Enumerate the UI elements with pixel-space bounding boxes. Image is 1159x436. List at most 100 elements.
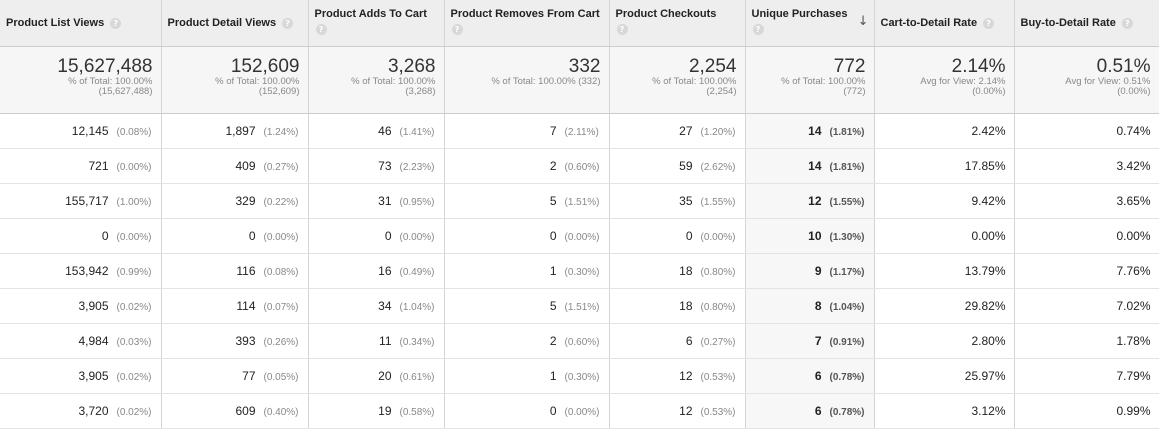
cell-percent: (0.30%)	[564, 267, 600, 278]
column-header-product-checkouts[interactable]: Product Checkouts ?	[609, 0, 746, 47]
total-cell: 772 % of Total: 100.00% (772)	[745, 46, 875, 114]
cell-value: 409	[235, 159, 256, 173]
table-row: 3,905 (0.02%) 77 (0.05%) 20 (0.61%) 1 (0.30%) 12…	[0, 358, 1159, 394]
table-cell: 3,905 (0.02%)	[0, 288, 162, 324]
table-cell: 29.82%	[874, 288, 1015, 324]
cell-percent: (1.55%)	[700, 197, 736, 208]
table-row: 3,720 (0.02%) 609 (0.40%) 19 (0.58%) 0 (0.00%) 1…	[0, 393, 1159, 429]
cell-percent: (1.20%)	[700, 127, 736, 138]
cell-percent: (0.00%)	[263, 232, 299, 243]
cell-percent: (0.27%)	[700, 337, 736, 348]
column-header-product-removes-from-cart[interactable]: Product Removes From Cart ?	[444, 0, 610, 47]
column-header-cart-to-detail-rate[interactable]: Cart-to-Detail Rate ?	[874, 0, 1015, 47]
table-cell: 7.02%	[1014, 288, 1159, 324]
cell-percent: (0.00%)	[116, 232, 152, 243]
help-icon[interactable]: ?	[752, 24, 764, 35]
column-header-product-detail-views[interactable]: Product Detail Views ?	[161, 0, 309, 47]
cell-value: 14	[808, 124, 822, 138]
cell-value: 11	[379, 334, 392, 348]
help-icon[interactable]: ?	[282, 17, 294, 29]
table-cell: 329 (0.22%)	[161, 183, 309, 219]
cell-percent: (0.40%)	[263, 407, 299, 418]
cell-value: 1,897	[225, 124, 256, 138]
total-value: 2,254	[688, 56, 737, 77]
table-cell: 27 (1.20%)	[609, 113, 746, 149]
table-cell: 19 (0.58%)	[308, 393, 445, 429]
table-row: 12,145 (0.08%) 1,897 (1.24%) 46 (1.41%) 7 (2.11…	[0, 113, 1159, 149]
column-header-buy-to-detail-rate[interactable]: Buy-to-Detail Rate ?	[1014, 0, 1159, 47]
cell-value: 0.74%	[1116, 124, 1151, 138]
cell-value: 5	[549, 194, 557, 208]
table-cell: 20 (0.61%)	[308, 358, 445, 394]
help-icon[interactable]: ?	[616, 24, 628, 35]
total-average: Avg for View: 0.51%	[1065, 76, 1151, 87]
cell-percent: (0.95%)	[399, 197, 435, 208]
total-average-delta: (0.00%)	[1117, 86, 1151, 97]
sort-descending-icon[interactable]: ↓	[857, 14, 869, 29]
cell-value: 0	[549, 229, 557, 243]
cell-percent: (1.17%)	[829, 267, 865, 278]
cell-percent: (1.51%)	[564, 302, 600, 313]
table-cell: 2.42%	[874, 113, 1015, 149]
help-icon[interactable]: ?	[315, 24, 327, 35]
cell-value: 4,984	[78, 334, 109, 348]
cell-percent: (2.11%)	[564, 127, 599, 138]
cell-value: 0	[384, 229, 392, 243]
cell-value: 609	[235, 404, 256, 418]
help-icon[interactable]: ?	[983, 17, 995, 29]
cell-percent: (0.02%)	[116, 407, 152, 418]
cell-value: 12	[679, 369, 693, 383]
table-cell: 409 (0.27%)	[161, 148, 309, 184]
table-cell: 116 (0.08%)	[161, 253, 309, 289]
table-row: 721 (0.00%) 409 (0.27%) 73 (2.23%) 2 (0.60%) 59 (…	[0, 148, 1159, 184]
table-cell: 12 (0.53%)	[609, 358, 746, 394]
cell-value: 0	[549, 404, 557, 418]
cell-percent: (0.91%)	[829, 337, 865, 348]
cell-percent: (0.00%)	[399, 232, 435, 243]
table-cell: 2.80%	[874, 323, 1015, 359]
cell-value: 329	[235, 194, 256, 208]
column-header-product-list-views[interactable]: Product List Views ?	[0, 0, 162, 47]
table-cell: 16 (0.49%)	[308, 253, 445, 289]
column-header-label: Product List Views	[6, 16, 105, 29]
cell-value: 17.85%	[964, 159, 1006, 173]
table-cell: 0 (0.00%)	[609, 218, 746, 254]
table-cell: 31 (0.95%)	[308, 183, 445, 219]
table-cell: 0.00%	[874, 218, 1015, 254]
table-cell: 153,942 (0.99%)	[0, 253, 162, 289]
help-icon[interactable]: ?	[451, 24, 463, 35]
total-percent: % of Total: 100.00%	[351, 76, 436, 87]
total-value: 772	[833, 56, 866, 77]
cell-percent: (1.04%)	[829, 302, 865, 313]
cell-value: 6	[814, 369, 822, 383]
cell-percent: (0.80%)	[700, 302, 736, 313]
table-cell: 17.85%	[874, 148, 1015, 184]
cell-percent: (1.81%)	[829, 162, 865, 173]
column-header-product-adds-to-cart[interactable]: Product Adds To Cart ?	[308, 0, 445, 47]
cell-value: 0.99%	[1116, 404, 1151, 418]
cell-value: 8	[814, 299, 822, 313]
cell-percent: (0.58%)	[399, 407, 435, 418]
cell-percent: (0.07%)	[263, 302, 299, 313]
table-cell: 0.00%	[1014, 218, 1159, 254]
help-icon[interactable]: ?	[1121, 17, 1133, 29]
cell-value: 0	[248, 229, 256, 243]
cell-value: 27	[679, 124, 693, 138]
total-value: 0.51%	[1096, 56, 1151, 77]
cell-value: 2	[549, 159, 557, 173]
table-cell: 25.97%	[874, 358, 1015, 394]
cell-percent: (1.04%)	[399, 302, 435, 313]
total-percent: % of Total: 100.00%	[215, 76, 300, 87]
table-cell: 0 (0.00%)	[444, 393, 610, 429]
help-icon[interactable]: ?	[110, 17, 122, 29]
column-header-unique-purchases[interactable]: Unique Purchases ? ↓	[745, 0, 875, 47]
cell-value: 3,720	[78, 404, 109, 418]
table-cell: 3,720 (0.02%)	[0, 393, 162, 429]
table-cell: 7 (0.91%)	[745, 323, 875, 359]
column-header-label: Product Adds To Cart	[314, 8, 427, 20]
cell-percent: (1.24%)	[263, 127, 299, 138]
cell-value: 59	[679, 159, 693, 173]
table-cell: 11 (0.34%)	[308, 323, 445, 359]
table-cell: 8 (1.04%)	[745, 288, 875, 324]
table-cell: 0.74%	[1014, 113, 1159, 149]
